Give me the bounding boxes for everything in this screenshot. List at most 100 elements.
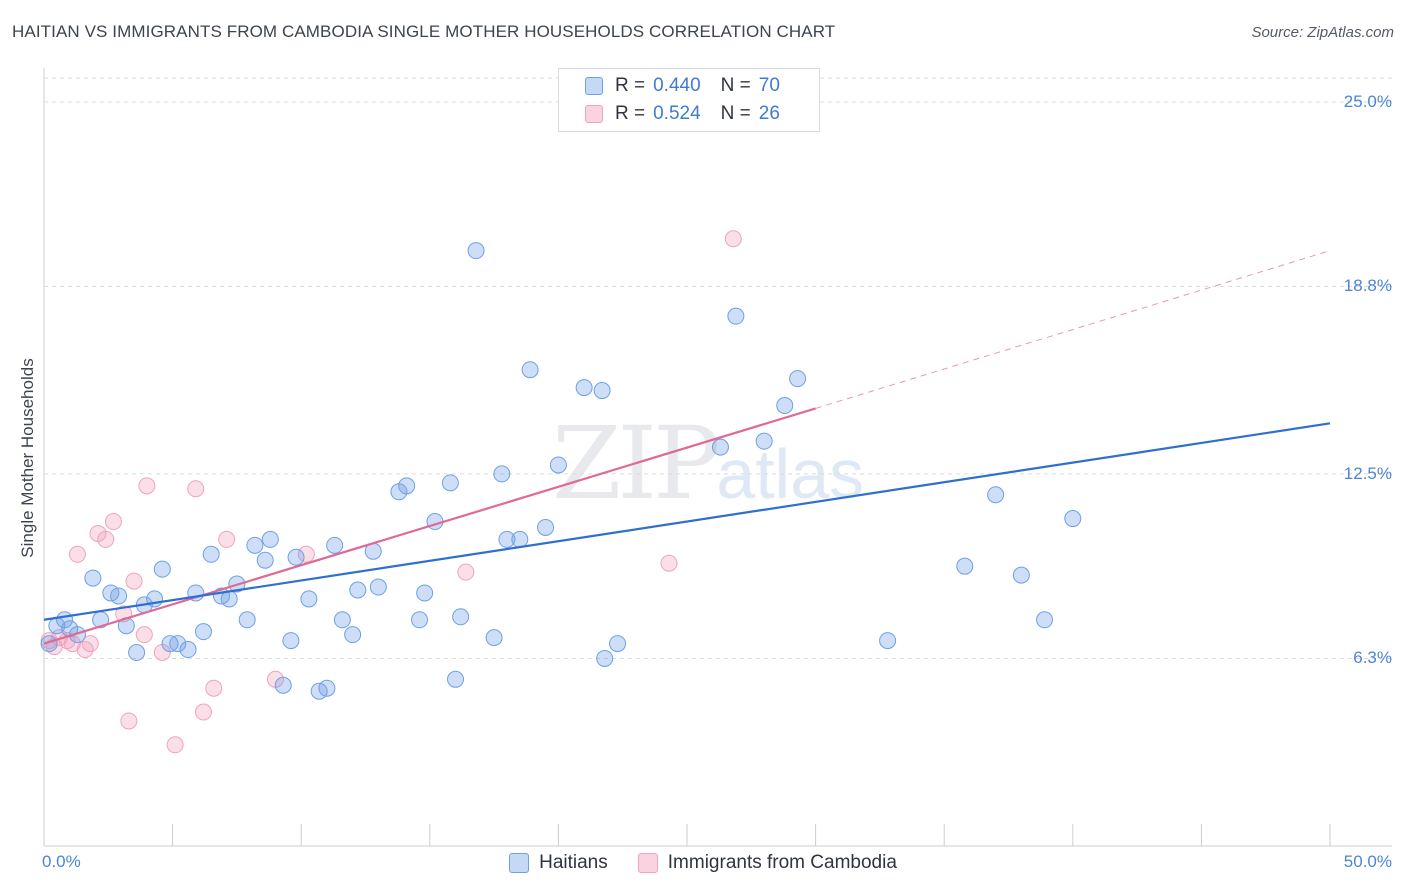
data-point-cambodia [68, 545, 86, 563]
legend-swatch-haitians [509, 853, 530, 873]
data-point-haitians [452, 608, 470, 626]
data-point-haitians [326, 536, 344, 554]
y-axis-label: Single Mother Households [18, 358, 37, 558]
data-point-haitians [84, 569, 102, 587]
data-point-cambodia [81, 635, 99, 653]
data-point-cambodia [125, 572, 143, 590]
data-point-haitians [110, 587, 128, 605]
x-tick-max: 50.0% [1343, 852, 1392, 871]
legend-n-value: 26 [758, 103, 780, 124]
data-point-haitians [256, 551, 274, 569]
data-point-haitians [282, 632, 300, 650]
data-point-haitians [416, 584, 434, 602]
data-point-cambodia [97, 530, 115, 548]
data-point-haitians [246, 536, 264, 554]
legend-item-haitians: Haitians [509, 852, 608, 874]
data-point-cambodia [194, 703, 212, 721]
data-point-cambodia [457, 563, 475, 581]
legend-n-label: N = [720, 103, 751, 124]
data-point-cambodia [218, 530, 236, 548]
legend-r-label: R = [615, 75, 646, 96]
data-point-haitians [789, 370, 807, 388]
legend-row-haitians: R = 0.440 N = 70 [585, 75, 780, 97]
legend-row-cambodia: R = 0.524 N = 26 [585, 103, 780, 125]
data-point-cambodia [166, 736, 184, 754]
data-point-haitians [128, 644, 146, 662]
legend-n-label: N = [720, 75, 751, 96]
data-point-haitians [575, 379, 593, 397]
y-tick-label: 25.0% [1343, 91, 1392, 111]
data-point-haitians [274, 676, 292, 694]
data-point-cambodia [187, 480, 205, 498]
data-point-haitians [776, 396, 794, 414]
data-point-haitians [68, 626, 86, 644]
data-point-haitians [411, 611, 429, 629]
data-point-haitians [318, 679, 336, 697]
data-point-haitians [40, 635, 58, 653]
trend-line-haitians [43, 422, 1331, 621]
legend-r-value: 0.440 [653, 75, 701, 96]
data-point-haitians [344, 626, 362, 644]
series-legend: Haitians Immigrants from Cambodia [0, 852, 1406, 874]
data-point-haitians [987, 486, 1005, 504]
data-point-haitians [485, 629, 503, 647]
data-point-haitians [447, 670, 465, 688]
data-point-haitians [755, 432, 773, 450]
data-point-cambodia [660, 554, 678, 572]
legend-swatch-haitians [585, 77, 603, 95]
data-point-cambodia [297, 545, 315, 563]
data-point-haitians [1064, 510, 1082, 528]
data-point-haitians [238, 611, 256, 629]
data-point-haitians [609, 635, 627, 653]
legend-item-cambodia: Immigrants from Cambodia [637, 852, 897, 874]
data-point-haitians [537, 518, 555, 536]
data-point-cambodia [138, 477, 156, 495]
data-point-haitians [261, 530, 279, 548]
data-point-haitians [1036, 611, 1054, 629]
legend-r-value: 0.524 [653, 103, 701, 124]
data-point-haitians [169, 635, 187, 653]
legend-label-cambodia: Immigrants from Cambodia [667, 852, 897, 873]
data-point-haitians [727, 307, 745, 325]
data-point-cambodia [104, 513, 122, 531]
chart-title: HAITIAN VS IMMIGRANTS FROM CAMBODIA SING… [12, 22, 836, 41]
data-point-haitians [467, 242, 485, 260]
source-label: Source: ZipAtlas.com [1251, 24, 1394, 41]
data-point-haitians [333, 611, 351, 629]
data-point-haitians [441, 474, 459, 492]
y-tick-label: 18.8% [1343, 276, 1392, 296]
data-point-haitians [349, 581, 367, 599]
data-point-haitians [369, 578, 387, 596]
data-point-haitians [179, 641, 197, 659]
data-point-haitians [549, 456, 567, 474]
data-point-haitians [202, 545, 220, 563]
data-point-cambodia [120, 712, 138, 730]
data-point-haitians [153, 560, 171, 578]
data-point-cambodia [724, 230, 742, 248]
y-tick-label: 6.3% [1353, 648, 1392, 668]
legend-r-label: R = [615, 103, 646, 124]
data-point-haitians [956, 557, 974, 575]
correlation-legend: R = 0.440 N = 70 R = 0.524 N = 26 [558, 68, 820, 132]
data-point-haitians [398, 477, 416, 495]
legend-n-value: 70 [758, 75, 780, 96]
data-point-haitians [300, 590, 318, 608]
x-tick-min: 0.0% [42, 852, 81, 871]
data-point-haitians [711, 438, 729, 456]
data-point-haitians [511, 530, 529, 548]
data-point-cambodia [135, 626, 153, 644]
data-point-haitians [879, 632, 897, 650]
data-point-haitians [596, 649, 614, 667]
data-point-haitians [493, 465, 511, 483]
y-tick-label: 12.5% [1343, 463, 1392, 483]
legend-label-haitians: Haitians [539, 852, 608, 873]
trend-line-cambodia [43, 407, 816, 645]
data-point-haitians [287, 548, 305, 566]
trend-line-cambodia-extension [815, 250, 1331, 409]
data-point-cambodia [205, 679, 223, 697]
data-point-haitians [521, 361, 539, 379]
legend-swatch-cambodia [637, 853, 658, 873]
legend-swatch-cambodia [585, 105, 603, 123]
data-point-haitians [498, 530, 516, 548]
